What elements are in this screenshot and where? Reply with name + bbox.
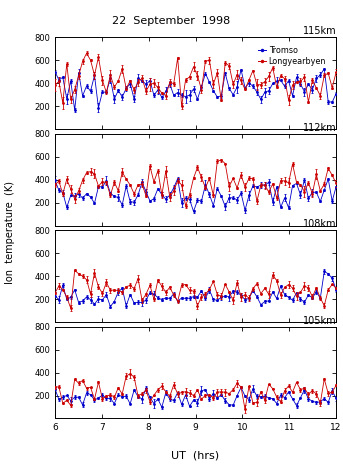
Text: 115km: 115km	[303, 27, 336, 36]
Legend: Tromso, Longyearbyen: Tromso, Longyearbyen	[255, 43, 329, 69]
Text: 105km: 105km	[303, 316, 336, 326]
Text: Ion  temperature  (K): Ion temperature (K)	[5, 181, 15, 284]
Text: 112km: 112km	[303, 123, 336, 133]
Text: 108km: 108km	[303, 219, 336, 229]
Text: 22  September  1998: 22 September 1998	[113, 15, 230, 26]
Text: UT  (hrs): UT (hrs)	[172, 450, 220, 460]
